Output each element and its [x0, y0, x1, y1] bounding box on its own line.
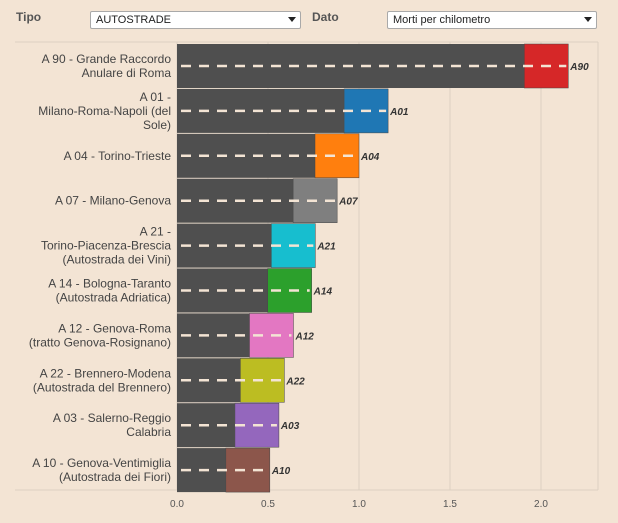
bar-code-label: A12 — [294, 331, 314, 342]
category-label: Calabria — [126, 425, 171, 439]
x-tick-label: 2.0 — [534, 499, 548, 510]
x-tick-label: 0.0 — [170, 499, 184, 510]
category-label: (Autostrada dei Fiori) — [59, 470, 171, 484]
category-label: Torino-Piacenza-Brescia — [41, 239, 171, 253]
category-label: A 12 - Genova-Roma — [58, 321, 171, 335]
category-label: A 03 - Salerno-Reggio — [53, 411, 171, 425]
category-label: A 14 - Bologna-Taranto — [48, 277, 171, 291]
bar-code-label: A04 — [360, 152, 380, 163]
category-label: (tratto Genova-Rosignano) — [29, 335, 171, 349]
chevron-down-icon — [288, 17, 296, 22]
bar-code-label: A14 — [313, 287, 333, 298]
bar-code-label: A10 — [271, 466, 291, 477]
bar-code-label: A22 — [285, 376, 305, 387]
x-tick-label: 1.0 — [352, 499, 366, 510]
chevron-down-icon — [584, 17, 592, 22]
category-label: A 22 - Brennero-Modena — [40, 366, 172, 380]
category-label: A 01 - — [140, 90, 171, 104]
bar-code-label: A90 — [569, 62, 589, 73]
x-tick-label: 0.5 — [261, 499, 275, 510]
category-label: Sole) — [143, 118, 171, 132]
bar-code-label: A07 — [338, 197, 358, 208]
dato-label: Dato — [312, 10, 339, 24]
tipo-label: Tipo — [16, 10, 42, 24]
category-label: A 07 - Milano-Genova — [55, 194, 171, 208]
tipo-select-value: AUTOSTRADE — [96, 14, 171, 26]
category-label: (Autostrada Adriatica) — [56, 291, 171, 305]
category-label: Anulare di Roma — [82, 66, 172, 80]
bar-end-a10 — [225, 447, 271, 493]
category-label: A 90 - Grande Raccordo — [42, 52, 172, 66]
bar-code-label: A21 — [316, 242, 336, 253]
bar-code-label: A03 — [280, 421, 300, 432]
category-label: A 04 - Torino-Trieste — [64, 149, 172, 163]
category-label: (Autostrada del Brennero) — [33, 380, 171, 394]
category-label: Milano-Roma-Napoli (del — [38, 104, 171, 118]
dato-select[interactable]: Morti per chilometro — [387, 11, 597, 29]
tipo-select[interactable]: AUTOSTRADE — [90, 11, 301, 29]
dato-select-value: Morti per chilometro — [393, 14, 491, 26]
category-label: (Autostrada dei Vini) — [62, 253, 171, 267]
category-label: A 21 - — [140, 225, 171, 239]
category-label: A 10 - Genova-Ventimiglia — [32, 456, 171, 470]
bar-code-label: A01 — [389, 107, 409, 118]
x-tick-label: 1.5 — [443, 499, 457, 510]
